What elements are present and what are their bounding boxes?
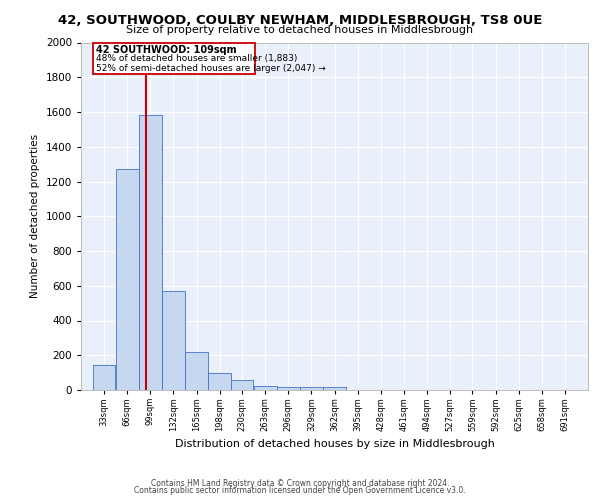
Bar [323,388,346,390]
Bar [162,291,185,390]
Bar [230,380,253,390]
Bar [300,388,323,390]
Bar [208,372,231,390]
Bar [254,386,277,390]
Bar [277,388,299,390]
Text: 48% of detached houses are smaller (1,883): 48% of detached houses are smaller (1,88… [96,54,298,63]
X-axis label: Distribution of detached houses by size in Middlesbrough: Distribution of detached houses by size … [175,439,494,449]
Text: 42, SOUTHWOOD, COULBY NEWHAM, MIDDLESBROUGH, TS8 0UE: 42, SOUTHWOOD, COULBY NEWHAM, MIDDLESBRO… [58,14,542,27]
Bar [116,170,139,390]
Bar [185,352,208,390]
FancyBboxPatch shape [92,42,255,74]
Bar [93,365,115,390]
Y-axis label: Number of detached properties: Number of detached properties [30,134,40,298]
Text: 42 SOUTHWOOD: 109sqm: 42 SOUTHWOOD: 109sqm [96,44,236,54]
Text: 52% of semi-detached houses are larger (2,047) →: 52% of semi-detached houses are larger (… [96,64,326,72]
Bar [139,116,162,390]
Text: Contains HM Land Registry data © Crown copyright and database right 2024.: Contains HM Land Registry data © Crown c… [151,478,449,488]
Text: Size of property relative to detached houses in Middlesbrough: Size of property relative to detached ho… [127,25,473,35]
Text: Contains public sector information licensed under the Open Government Licence v3: Contains public sector information licen… [134,486,466,495]
